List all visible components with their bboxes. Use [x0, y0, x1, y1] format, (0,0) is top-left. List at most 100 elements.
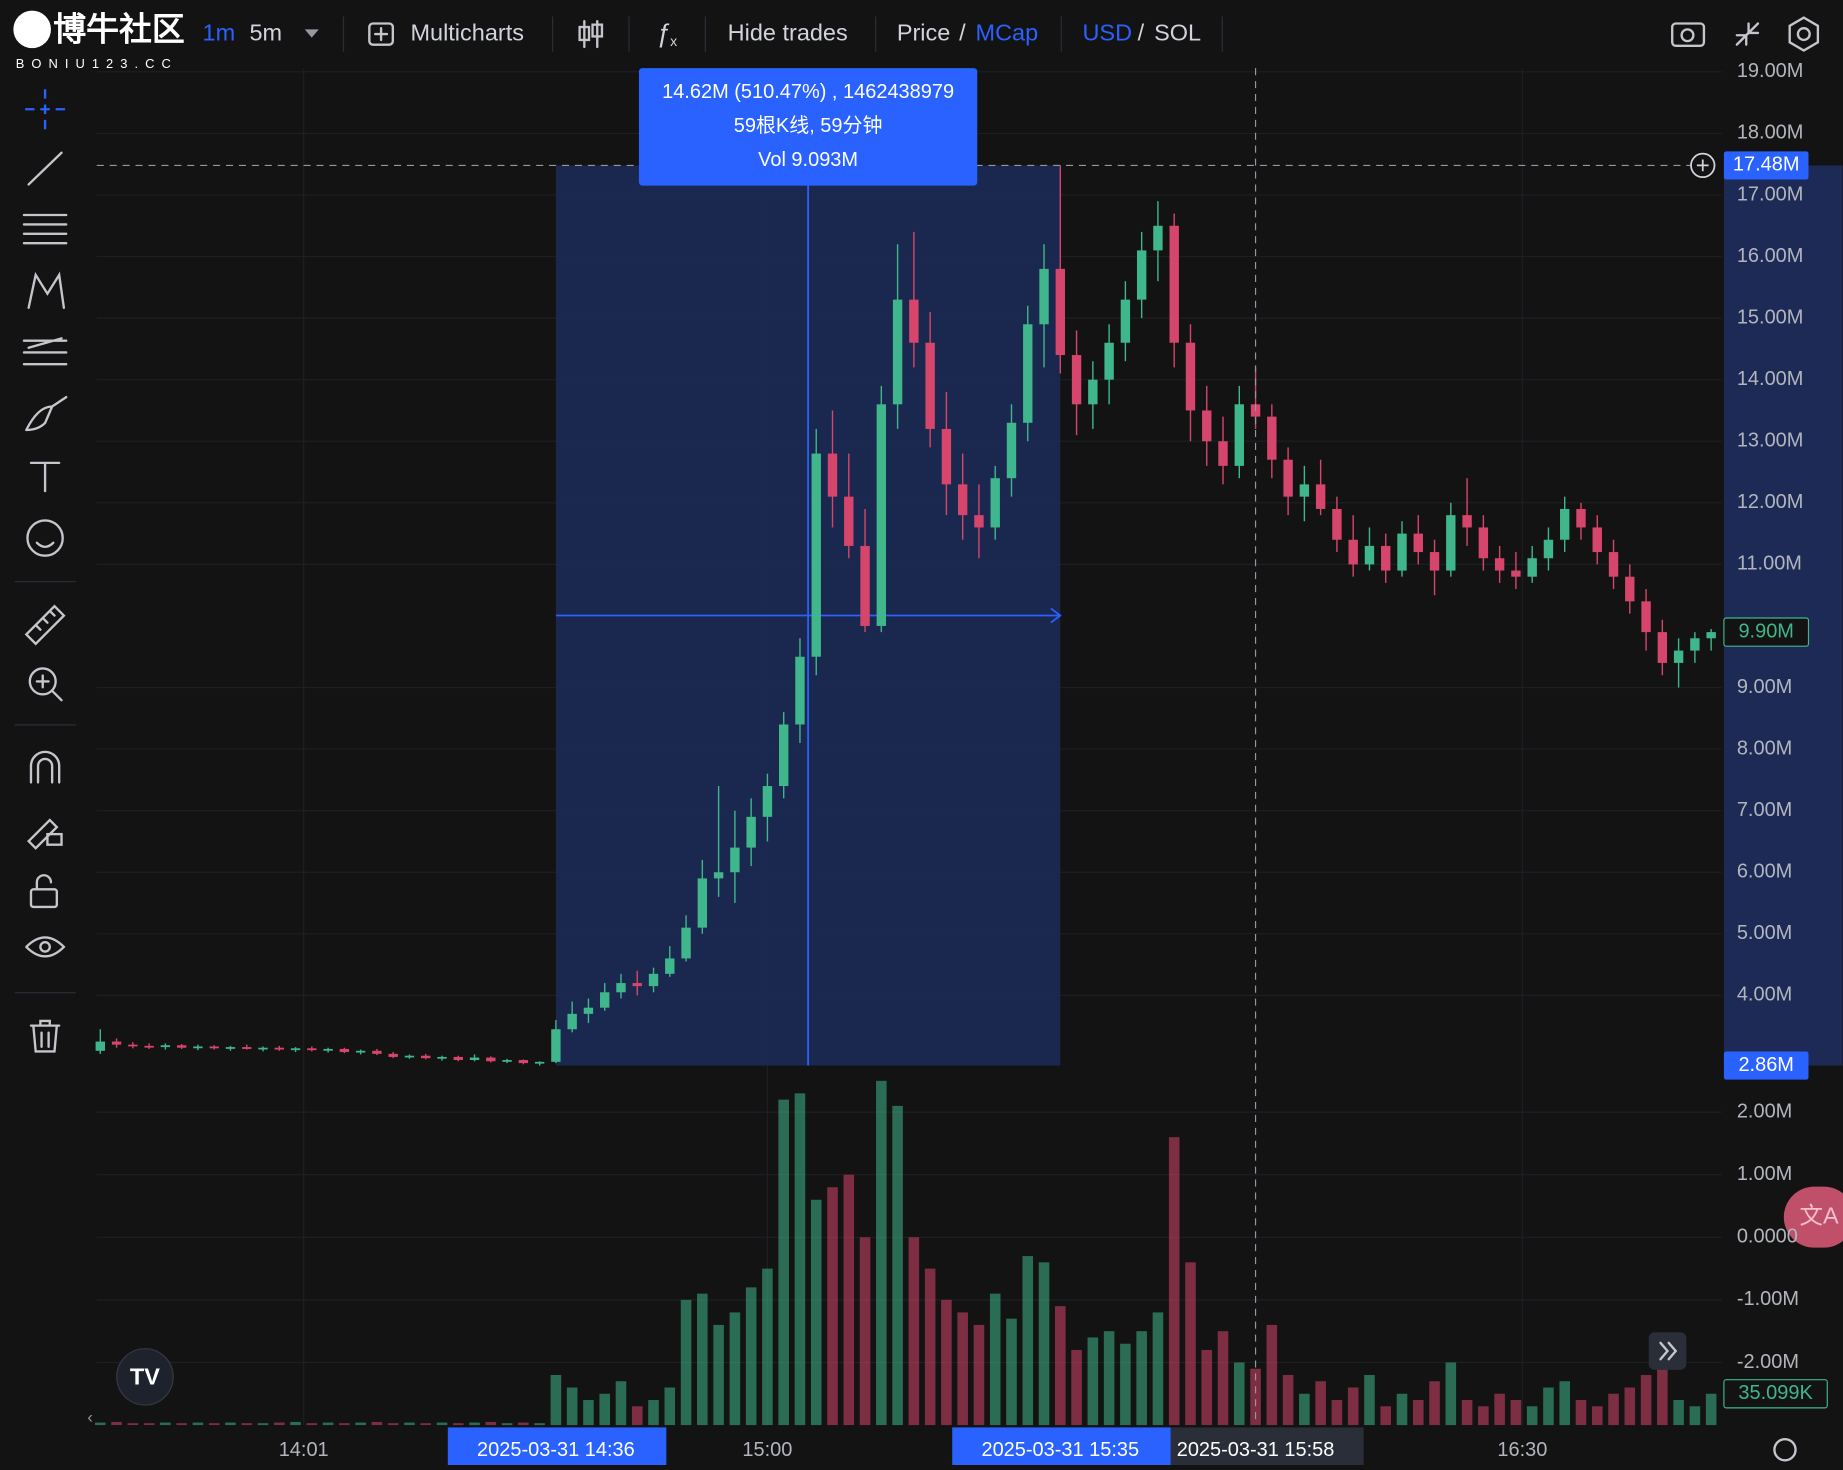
candle-body [1120, 299, 1131, 343]
multicharts-icon[interactable] [374, 27, 389, 42]
volume-bar [339, 1423, 350, 1426]
hide-trades-button[interactable]: Hide trades [728, 19, 848, 45]
price-toggle[interactable]: Price [897, 19, 951, 45]
fib-tool[interactable] [22, 213, 68, 245]
volume-bar [485, 1421, 497, 1426]
volume-bar [1380, 1406, 1392, 1426]
add-alert-button[interactable] [1696, 159, 1709, 172]
volume-bar [1673, 1400, 1684, 1426]
volume-bar [1347, 1387, 1359, 1426]
candle-body [892, 299, 903, 405]
candle-body [404, 1055, 415, 1058]
candle-body [453, 1056, 463, 1061]
candle-body [1592, 527, 1602, 553]
fullscreen-button[interactable] [1735, 22, 1760, 46]
indicators-button[interactable]: x [670, 33, 677, 49]
candle-body [209, 1046, 219, 1049]
lock-drawings-tool[interactable] [26, 818, 59, 850]
candle-body [1185, 342, 1196, 411]
interval-1m[interactable]: 1m [203, 19, 236, 45]
volume-bar [1266, 1324, 1278, 1426]
trend-line-tool[interactable] [27, 151, 63, 186]
volume-bar [827, 1187, 838, 1426]
settings-button[interactable] [1796, 27, 1811, 42]
ruler-tool[interactable] [24, 604, 66, 646]
volume-bar [95, 1422, 106, 1426]
prediction-tool[interactable] [22, 337, 68, 366]
volume-bar [1103, 1331, 1115, 1426]
axis-settings[interactable] [1773, 1437, 1797, 1462]
dropdown-arrow[interactable] [304, 29, 319, 38]
translate-button[interactable]: 文A [1799, 1202, 1838, 1228]
lock-tool[interactable] [29, 888, 59, 909]
lock-tool[interactable] [35, 874, 53, 891]
volume-bar [648, 1400, 659, 1426]
axis-range-highlight [1723, 165, 1843, 1066]
volume-bar [322, 1422, 334, 1426]
volume-bar [1396, 1393, 1408, 1426]
x-tick-label: 14:01 [279, 1439, 329, 1461]
volume-bar [1364, 1374, 1375, 1426]
brush-tool[interactable] [25, 395, 68, 432]
candle-body [551, 1029, 561, 1062]
screenshot-button[interactable] [1680, 28, 1695, 43]
candle-body [160, 1045, 171, 1048]
x-tick-box [952, 1427, 1171, 1465]
candle-body [778, 724, 789, 787]
volume-bar [843, 1174, 855, 1426]
volume-bar [1120, 1343, 1131, 1426]
screenshot-button[interactable] [1671, 22, 1706, 47]
settings-button[interactable] [1788, 16, 1820, 52]
translate-button[interactable] [1783, 1186, 1843, 1248]
interval-5m[interactable]: 5m [250, 19, 283, 45]
scroll-to-realtime[interactable] [1659, 1341, 1678, 1361]
candle-body [1576, 508, 1586, 528]
y-tick-label: 19.00M [1737, 60, 1804, 82]
multicharts-button[interactable]: Multicharts [410, 19, 524, 45]
sol-toggle[interactable]: SOL [1154, 19, 1201, 45]
watermark-title: 博牛社区 [53, 10, 185, 47]
zoom-tool[interactable] [35, 674, 63, 702]
volume-bar [192, 1422, 204, 1426]
candle-body [1348, 539, 1358, 565]
candle-body [1706, 632, 1716, 639]
volume-bar [1494, 1393, 1505, 1426]
lock-drawings-tool[interactable] [46, 832, 63, 846]
candle-body [697, 878, 708, 928]
magnet-tool[interactable] [29, 750, 61, 784]
pattern-tool[interactable] [27, 271, 66, 309]
indicators-button[interactable]: ƒ [656, 20, 670, 48]
tradingview-logo[interactable]: TV [130, 1363, 160, 1389]
emoji-tool[interactable] [35, 541, 55, 549]
candle-body [372, 1050, 382, 1054]
chart-type-icon[interactable] [591, 23, 604, 38]
multicharts-icon[interactable] [368, 22, 395, 46]
volume-bar [1559, 1381, 1571, 1426]
candle-body [925, 342, 935, 429]
scroll-left[interactable]: ‹ [87, 1408, 92, 1426]
volume-bar [1250, 1368, 1261, 1426]
chart-type-icon[interactable] [578, 25, 591, 42]
y-tick-label: 16.00M [1737, 245, 1804, 267]
hide-tool[interactable] [39, 941, 51, 953]
emoji-tool[interactable] [26, 519, 64, 557]
volume-tick-label: -1.00M [1737, 1288, 1799, 1310]
mcap-toggle[interactable]: MCap [976, 19, 1039, 45]
usd-toggle[interactable]: USD [1082, 19, 1132, 45]
zoom-tool[interactable] [28, 667, 57, 696]
candle-body [1608, 552, 1619, 577]
delete-tool[interactable] [29, 1019, 61, 1053]
candle-body [144, 1045, 154, 1048]
y-tick-label: 13.00M [1737, 430, 1804, 452]
crosshair-tool[interactable] [25, 89, 66, 130]
volume-bar [697, 1293, 708, 1426]
hide-tool[interactable] [25, 936, 66, 958]
volume-marker-label: 35.099K [1738, 1382, 1813, 1404]
volume-bar [208, 1423, 220, 1426]
x-tick-label-highlight: 2025-03-31 14:36 [477, 1439, 635, 1461]
text-tool[interactable] [29, 461, 61, 493]
tradingview-logo[interactable] [116, 1348, 174, 1406]
candle-body [290, 1048, 301, 1051]
candle-body [193, 1046, 203, 1049]
volume-bar [1445, 1362, 1457, 1426]
